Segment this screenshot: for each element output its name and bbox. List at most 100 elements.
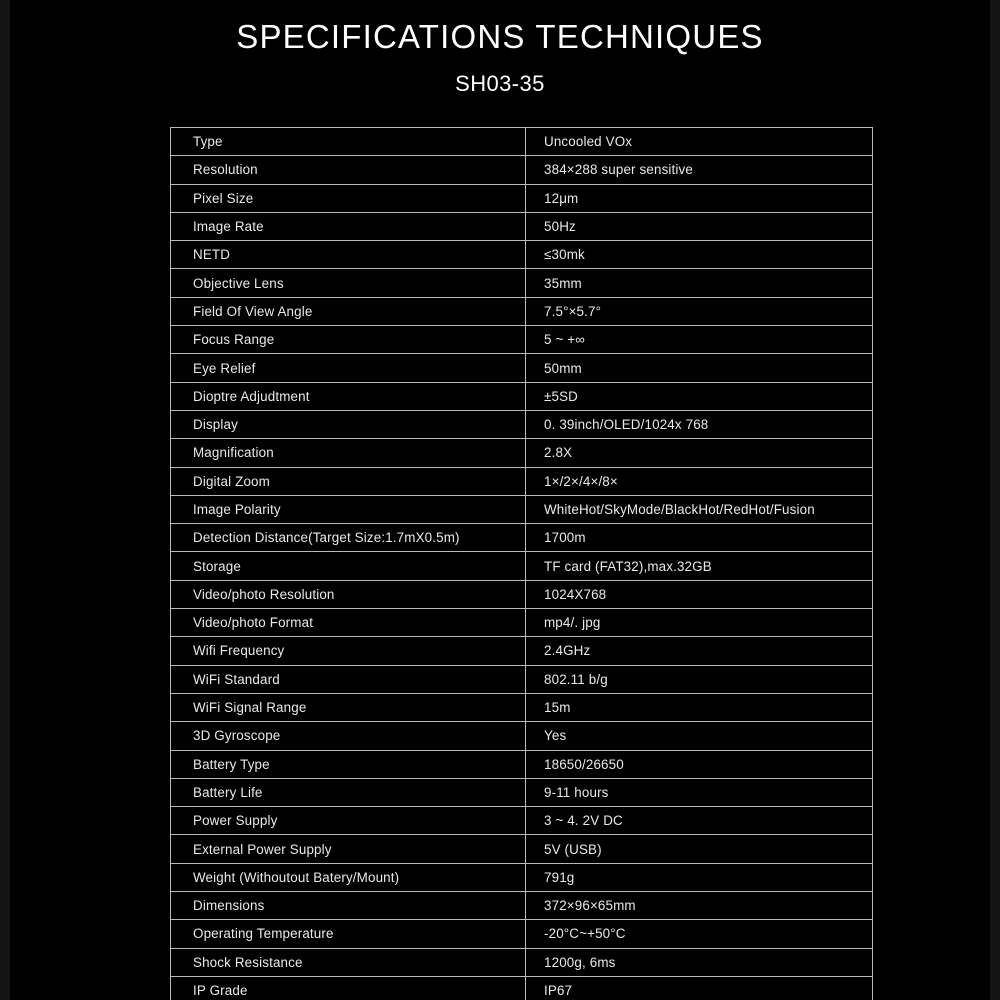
spec-parameter-cell: Eye Relief — [170, 353, 526, 383]
table-row: Operating Temperature -20°C~+50°C — [170, 919, 873, 949]
spec-value-cell: 18650/26650 — [525, 749, 873, 779]
spec-value-cell: 50Hz — [525, 211, 873, 242]
spec-value-cell: 1200g, 6ms — [525, 947, 873, 977]
spec-value-cell: Uncooled VOx — [525, 126, 873, 157]
spec-parameter-cell: Image Rate — [170, 211, 526, 242]
table-row: Display 0. 39inch/OLED/1024x 768 — [170, 409, 873, 440]
table-row: Detection Distance(Target Size:1.7mX0.5m… — [170, 523, 873, 553]
table-row: Digital Zoom 1×/2×/4×/8× — [170, 466, 873, 496]
spec-value-cell: WhiteHot/SkyMode/BlackHot/RedHot/Fusion — [525, 494, 873, 525]
table-row: Dioptre Adjudtment ±5SD — [170, 381, 873, 411]
page-title: SPECIFICATIONS TECHNIQUES — [236, 18, 764, 55]
spec-value-cell: 15m — [525, 692, 873, 723]
spec-parameter-cell: Pixel Size — [170, 183, 526, 213]
specifications-table-body: Type Uncooled VOx Resolution 384×288 super … — [170, 126, 873, 1000]
table-row: Storage TF card (FAT32),max.32GB — [170, 551, 873, 581]
table-row: Field Of View Angle 7.5°×5.7° — [170, 296, 873, 327]
table-row: Battery Type 18650/26650 — [170, 749, 873, 779]
spec-parameter-cell: IP Grade — [170, 975, 526, 1000]
spec-value-cell: 9-11 hours — [525, 777, 873, 808]
spec-value-cell: 7.5°×5.7° — [525, 296, 873, 327]
spec-value-cell: 3 ~ 4. 2V DC — [525, 806, 873, 836]
spec-parameter-cell: Video/photo Resolution — [170, 579, 526, 610]
table-row: Dimensions 372×96×65mm — [170, 891, 873, 921]
spec-value-cell: 802.11 b/g — [525, 664, 873, 694]
spec-value-cell: mp4/. jpg — [525, 608, 873, 638]
spec-parameter-cell: Image Polarity — [170, 494, 526, 525]
spec-value-cell: ≤30mk — [525, 240, 873, 270]
table-row: Image Polarity WhiteHot/SkyMode/BlackHot/… — [170, 494, 873, 525]
table-row: Wifi Frequency 2.4GHz — [170, 636, 873, 666]
spec-value-cell: 1700m — [525, 523, 873, 553]
spec-value-cell: 12μm — [525, 183, 873, 213]
model-number: SH03-35 — [455, 70, 545, 96]
spec-parameter-cell: Field Of View Angle — [170, 296, 526, 327]
table-row: Objective Lens 35mm — [170, 268, 873, 298]
spec-parameter-cell: WiFi Standard — [170, 664, 526, 694]
spec-parameter-cell: Wifi Frequency — [170, 636, 526, 666]
table-row: Magnification 2.8X — [170, 438, 873, 468]
spec-value-cell: 791g — [525, 862, 873, 893]
spec-parameter-cell: Power Supply — [170, 806, 526, 836]
right-edge-vignette — [990, 0, 1000, 1000]
spec-parameter-cell: 3D Gyroscope — [170, 721, 526, 751]
spec-parameter-cell: Battery Life — [170, 777, 526, 808]
spec-parameter-cell: Operating Temperature — [170, 919, 526, 949]
left-edge-vignette — [0, 0, 10, 1000]
spec-value-cell: 2.4GHz — [525, 636, 873, 666]
table-row: Pixel Size 12μm — [170, 183, 873, 213]
spec-value-cell: 2.8X — [525, 438, 873, 468]
spec-parameter-cell: Weight (Withoutout Batery/Mount) — [170, 862, 526, 893]
spec-parameter-cell: Display — [170, 409, 526, 440]
table-row: Video/photo Format mp4/. jpg — [170, 608, 873, 638]
spec-parameter-cell: Shock Resistance — [170, 947, 526, 977]
table-row: WiFi Standard 802.11 b/g — [170, 664, 873, 694]
table-row: Type Uncooled VOx — [170, 126, 873, 157]
spec-parameter-cell: Dimensions — [170, 891, 526, 921]
table-row: Weight (Withoutout Batery/Mount) 791g — [170, 862, 873, 893]
spec-parameter-cell: WiFi Signal Range — [170, 692, 526, 723]
spec-value-cell: TF card (FAT32),max.32GB — [525, 551, 873, 581]
spec-parameter-cell: Battery Type — [170, 749, 526, 779]
spec-value-cell: 5 ~ +∞ — [525, 325, 873, 355]
spec-value-cell: 1024X768 — [525, 579, 873, 610]
spec-value-cell: -20°C~+50°C — [525, 919, 873, 949]
table-row: Resolution 384×288 super sensitive — [170, 155, 873, 185]
spec-parameter-cell: Detection Distance(Target Size:1.7mX0.5m… — [170, 523, 526, 553]
spec-parameter-cell: Storage — [170, 551, 526, 581]
spec-value-cell: 384×288 super sensitive — [525, 155, 873, 185]
spec-value-cell: 5V (USB) — [525, 834, 873, 864]
table-row: Image Rate 50Hz — [170, 211, 873, 242]
spec-value-cell: Yes — [525, 721, 873, 751]
spec-value-cell: ±5SD — [525, 381, 873, 411]
spec-parameter-cell: Video/photo Format — [170, 608, 526, 638]
table-row: Power Supply 3 ~ 4. 2V DC — [170, 806, 873, 836]
table-row: IP Grade IP67 — [170, 975, 873, 1000]
spec-value-cell: 35mm — [525, 268, 873, 298]
spec-value-cell: 0. 39inch/OLED/1024x 768 — [525, 409, 873, 440]
spec-value-cell: 50mm — [525, 353, 873, 383]
spec-value-cell: 372×96×65mm — [525, 891, 873, 921]
spec-parameter-cell: Objective Lens — [170, 268, 526, 298]
spec-value-cell: IP67 — [525, 975, 873, 1000]
table-row: External Power Supply 5V (USB) — [170, 834, 873, 864]
table-row: Video/photo Resolution 1024X768 — [170, 579, 873, 610]
title-block: SPECIFICATIONS TECHNIQUES SH03-35 — [0, 18, 1000, 97]
spec-parameter-cell: Magnification — [170, 438, 526, 468]
table-row: Battery Life 9-11 hours — [170, 777, 873, 808]
spec-parameter-cell: Dioptre Adjudtment — [170, 381, 526, 411]
table-row: WiFi Signal Range 15m — [170, 692, 873, 723]
table-row: 3D Gyroscope Yes — [170, 721, 873, 751]
spec-parameter-cell: Focus Range — [170, 325, 526, 355]
spec-parameter-cell: Resolution — [170, 155, 526, 185]
spec-parameter-cell: Type — [170, 126, 526, 157]
specifications-table: Type Uncooled VOx Resolution 384×288 super … — [170, 126, 873, 1000]
spec-parameter-cell: External Power Supply — [170, 834, 526, 864]
table-row: NETD ≤30mk — [170, 240, 873, 270]
spec-parameter-cell: Digital Zoom — [170, 466, 526, 496]
table-row: Eye Relief 50mm — [170, 353, 873, 383]
spec-value-cell: 1×/2×/4×/8× — [525, 466, 873, 496]
spec-parameter-cell: NETD — [170, 240, 526, 270]
table-row: Focus Range 5 ~ +∞ — [170, 325, 873, 355]
